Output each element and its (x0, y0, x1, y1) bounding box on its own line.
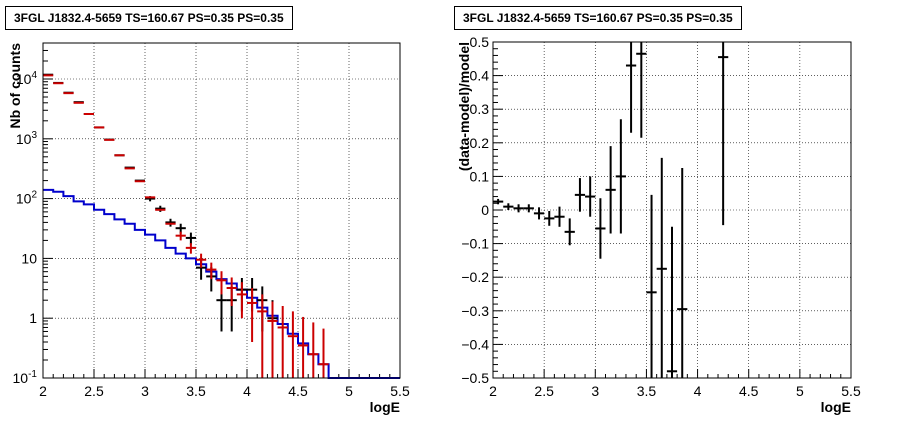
left-x-tick-label: 4 (243, 383, 251, 399)
right-x-tick-label: 5 (796, 383, 804, 399)
right-y-tick-label: −0.1 (461, 236, 489, 252)
left-y-tick-label: 10 (21, 250, 37, 266)
right-y-tick-label: −0.2 (461, 269, 489, 285)
right-y-tick-label: 0 (481, 202, 489, 218)
left-x-tick-label: 2.5 (84, 383, 104, 399)
right-y-tick-label: 0.3 (470, 101, 490, 117)
right-x-tick-label: 3 (591, 383, 599, 399)
right-y-tick-label: −0.4 (461, 336, 489, 352)
right-y-tick-label: −0.5 (461, 370, 489, 386)
right-x-tick-label: 5.5 (841, 383, 861, 399)
right-y-tick-label: 0.4 (470, 68, 490, 84)
right-x-tick-label: 4 (694, 383, 702, 399)
left-frame (42, 42, 401, 379)
right-frame (492, 41, 852, 379)
right-x-tick-label: 4.5 (739, 383, 759, 399)
right-y-tick-label: 0.1 (470, 168, 490, 184)
right-x-tick-label: 2 (489, 383, 497, 399)
left-x-axis-label: logE (370, 399, 400, 415)
left-y-tick-label: 104 (16, 70, 38, 87)
left-x-tick-label: 5 (345, 383, 353, 399)
right-y-tick-label: 0.2 (470, 135, 490, 151)
right-y-axis-label: (data-model)/model (456, 42, 472, 171)
left-chart-title: 3FGL J1832.4-5659 TS=160.67 PS=0.35 PS=0… (5, 6, 293, 30)
right-x-tick-label: 3.5 (637, 383, 657, 399)
left-x-tick-label: 5.5 (390, 383, 410, 399)
left-y-axis-label: Nb of counts (7, 43, 23, 129)
left-x-tick-label: 3.5 (186, 383, 206, 399)
left-y-tick-label: 102 (16, 190, 38, 207)
right-x-tick-label: 2.5 (534, 383, 554, 399)
right-x-axis-label: logE (821, 399, 851, 415)
left-x-tick-label: 4.5 (288, 383, 308, 399)
right-y-tick-label: −0.3 (461, 303, 489, 319)
left-y-tick-label: 10-1 (13, 369, 38, 386)
left-x-tick-label: 3 (141, 383, 149, 399)
left-y-tick-label: 103 (16, 130, 38, 147)
right-chart-title: 3FGL J1832.4-5659 TS=160.67 PS=0.35 PS=0… (454, 6, 742, 30)
right-y-tick-label: 0.5 (470, 34, 490, 50)
left-y-tick-label: 1 (29, 310, 37, 326)
left-x-tick-label: 2 (39, 383, 47, 399)
left-model-step (43, 188, 400, 379)
